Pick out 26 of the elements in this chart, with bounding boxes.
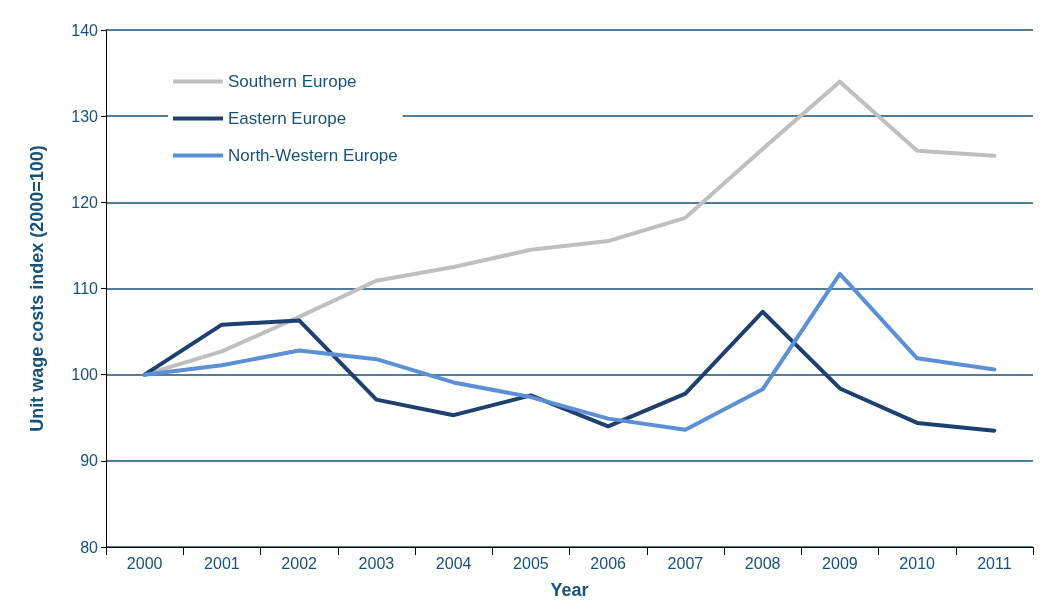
legend-label: Eastern Europe — [228, 109, 347, 128]
x-tick-label: 2006 — [590, 554, 627, 572]
x-axis-title: Year — [550, 580, 589, 600]
x-tick-label: 2011 — [977, 554, 1012, 572]
y-tick-label: 90 — [80, 452, 99, 470]
x-tick-label: 2008 — [744, 554, 781, 572]
x-tick-label: 2007 — [667, 554, 704, 572]
line-series — [142, 309, 997, 433]
x-tick-label: 2002 — [281, 554, 318, 572]
y-tick-label: 100 — [71, 366, 99, 384]
y-tick-label: 140 — [71, 21, 99, 39]
x-tick-label: 2003 — [358, 554, 395, 572]
y-tick-label: 120 — [71, 193, 99, 211]
y-tick-label: 110 — [72, 280, 99, 297]
legend-label: North-Western Europe — [228, 146, 398, 165]
y-tick-label: 80 — [80, 538, 99, 556]
y-tick-label: 130 — [71, 107, 99, 125]
x-tick-label: 2010 — [899, 554, 936, 572]
x-tick-label: 2009 — [822, 554, 858, 572]
x-tick-label: 2005 — [513, 554, 549, 572]
x-tick-label: 2000 — [126, 554, 163, 572]
x-tick-label: 2001 — [204, 554, 240, 572]
x-tick-label: 2004 — [435, 554, 472, 572]
legend-label: Southern Europe — [228, 72, 357, 91]
y-axis-title: Unit wage costs index (2000=100) — [27, 145, 47, 432]
line-series — [142, 271, 997, 432]
